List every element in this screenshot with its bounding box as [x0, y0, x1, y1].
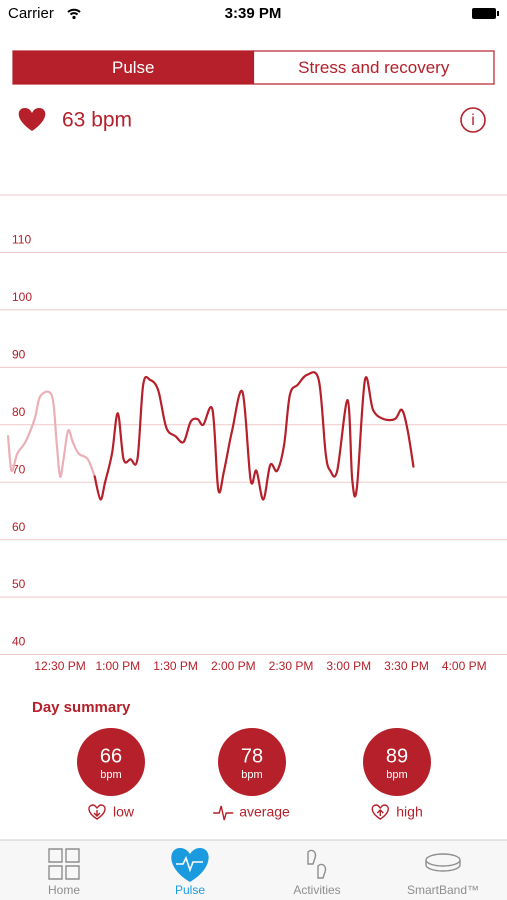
- y-tick-label: 110: [12, 233, 31, 247]
- carrier: Carrier: [8, 5, 54, 22]
- x-tick-label: 4:00 PM: [442, 659, 487, 673]
- tab-label[interactable]: Home: [48, 883, 80, 897]
- segmented-control: Pulse Stress and recovery: [12, 50, 495, 85]
- day-summary-title: Day summary: [32, 699, 131, 716]
- segment[interactable]: [252, 50, 495, 85]
- battery-tip: [497, 11, 499, 16]
- y-tick-label: 90: [12, 347, 26, 361]
- x-tick-label: 1:00 PM: [95, 659, 140, 673]
- y-tick-label: 50: [12, 577, 26, 591]
- summary-icon: [88, 804, 106, 820]
- tab-icon[interactable]: [425, 853, 461, 872]
- info-glyph: i: [471, 112, 475, 129]
- info-button[interactable]: [460, 107, 486, 133]
- x-tick-label: 3:00 PM: [326, 659, 371, 673]
- pulse-line: [6, 390, 96, 478]
- summary-circle: [218, 728, 286, 796]
- tab-label[interactable]: Activities: [293, 883, 340, 897]
- summary-unit: bpm: [386, 769, 407, 781]
- x-tick-label: 2:00 PM: [211, 659, 256, 673]
- summary-icon: [213, 805, 234, 821]
- summary-circle: [363, 728, 431, 796]
- heart-icon: [18, 108, 46, 131]
- current-pulse: 63 bpm: [62, 109, 132, 132]
- tab-label[interactable]: SmartBand™: [407, 883, 479, 897]
- day-summary: 66 bpm low 78 bpm average 89 bpm high: [77, 728, 431, 821]
- x-tick-label: 12:30 PM: [34, 659, 85, 673]
- tabs: Home Pulse Activities SmartBand™: [48, 848, 479, 897]
- clock: 3:39 PM: [225, 5, 282, 22]
- summary-icon: [371, 804, 389, 820]
- x-tick-label: 1:30 PM: [153, 659, 198, 673]
- summary-label: low: [113, 804, 135, 820]
- segment-label: Stress and recovery: [298, 58, 450, 77]
- tab-icon[interactable]: [48, 848, 80, 880]
- y-tick-label: 100: [12, 290, 32, 304]
- summary-value: 78: [241, 745, 263, 767]
- pulse-line: [93, 371, 415, 501]
- summary-value: 89: [386, 745, 408, 767]
- tab-icon[interactable]: [171, 848, 209, 882]
- wifi-icon: [67, 8, 81, 16]
- x-tick-label: 2:30 PM: [269, 659, 314, 673]
- segment[interactable]: [12, 50, 255, 85]
- tab-icon-pulse: [176, 855, 203, 873]
- summary-circle: [77, 728, 145, 796]
- x-tick-label: 3:30 PM: [384, 659, 429, 673]
- y-tick-label: 40: [12, 635, 26, 649]
- summary-value: 66: [100, 745, 122, 767]
- tab-bar: [0, 840, 507, 900]
- tab-label[interactable]: Pulse: [175, 883, 205, 897]
- wifi-dot: [72, 15, 76, 20]
- y-tick-label: 60: [12, 520, 26, 534]
- chart: 40 50 60 70 80 90 100 110 12:30 PM 1:00 PM 1:30 PM…: [0, 194, 507, 673]
- summary-unit: bpm: [241, 769, 262, 781]
- summary-label: high: [396, 804, 422, 820]
- y-tick-label: 80: [12, 405, 26, 419]
- battery: [472, 8, 496, 19]
- segment-label: Pulse: [112, 58, 155, 77]
- summary-unit: bpm: [100, 769, 121, 781]
- tab-icon[interactable]: [307, 849, 327, 879]
- y-tick-label: 70: [12, 462, 26, 476]
- summary-label: average: [239, 804, 290, 820]
